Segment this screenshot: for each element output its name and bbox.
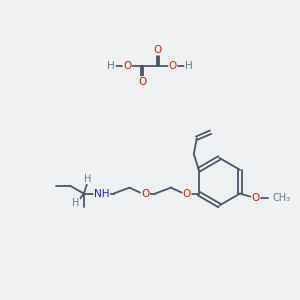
Text: CH₃: CH₃ <box>273 193 291 202</box>
Text: NH: NH <box>94 189 110 199</box>
Text: O: O <box>183 189 191 199</box>
Text: H: H <box>72 199 80 208</box>
Text: H: H <box>84 174 92 184</box>
Text: O: O <box>154 45 162 55</box>
Text: O: O <box>123 61 131 71</box>
Text: H: H <box>107 61 115 71</box>
Text: H: H <box>185 61 193 71</box>
Text: O: O <box>138 76 146 87</box>
Text: O: O <box>169 61 177 71</box>
Text: O: O <box>141 189 149 199</box>
Text: O: O <box>252 193 260 202</box>
